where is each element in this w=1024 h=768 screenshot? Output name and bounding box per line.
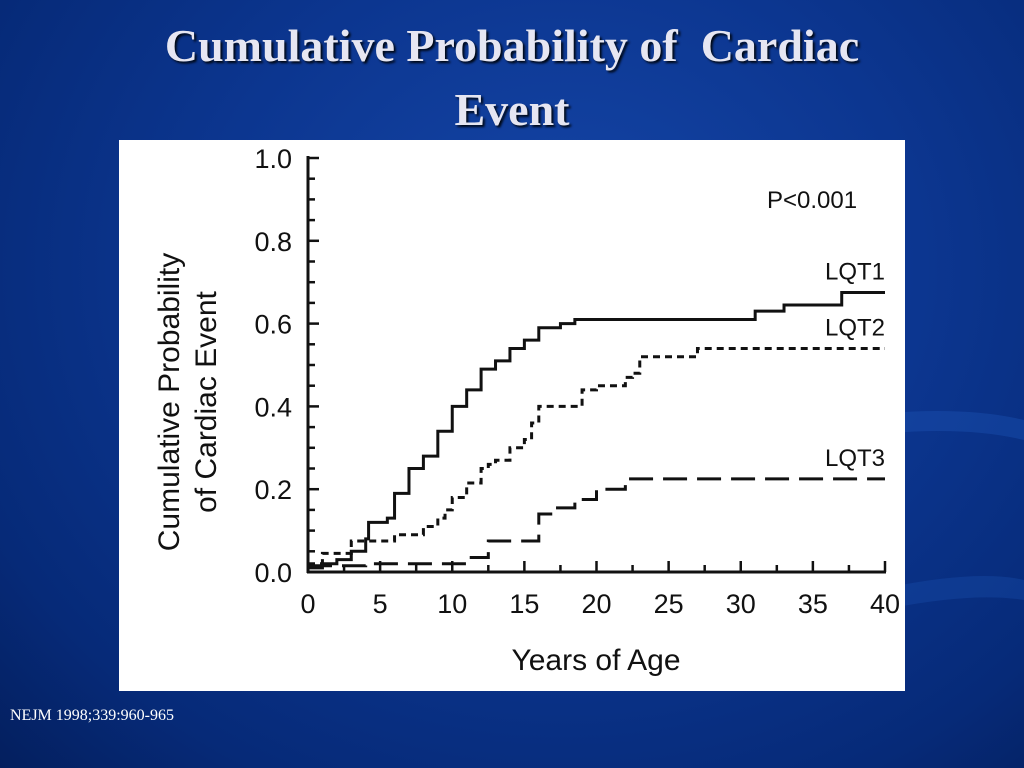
x-tick-label: 35 xyxy=(798,589,828,619)
series-label-lqt3: LQT3 xyxy=(825,445,885,472)
y-tick-label: 0.0 xyxy=(254,558,292,588)
x-tick-label: 5 xyxy=(373,589,388,619)
x-tick-label: 30 xyxy=(726,589,756,619)
y-axis-label: Cumulative Probability of Cardiac Event xyxy=(153,253,223,551)
citation: NEJM 1998;339:960-965 xyxy=(10,707,174,724)
y-tick-label: 0.4 xyxy=(254,392,292,422)
x-tick-label: 40 xyxy=(870,589,900,619)
p-value-annotation: P<0.001 xyxy=(767,187,857,214)
y-axis-label-line2: of Cardiac Event xyxy=(190,290,223,512)
series-layer: LQT1 LQT2 LQT3 xyxy=(308,259,885,570)
x-tick-label: 0 xyxy=(300,589,315,619)
y-tick-label: 1.0 xyxy=(254,144,292,174)
axes: 0.0 0.2 0.4 0.6 0.8 1.0 0 5 10 15 20 25 30 35 40 xyxy=(254,144,900,619)
slide-title-line1: Cumulative Probability of Cardiac xyxy=(164,20,860,71)
series-line-lqt3 xyxy=(308,477,885,568)
y-axis-label-line1: Cumulative Probability xyxy=(153,253,186,551)
chart-panel: Cumulative Probability of Cardiac Event … xyxy=(119,140,905,691)
x-tick-label: 20 xyxy=(581,589,611,619)
x-tick-label: 10 xyxy=(437,589,467,619)
series-label-lqt1: LQT1 xyxy=(825,259,885,286)
x-tick-label: 25 xyxy=(654,589,684,619)
slide-title: Cumulative Probability of Cardiac Event xyxy=(0,14,1024,142)
x-tick-label: 15 xyxy=(509,589,539,619)
series-line-lqt1 xyxy=(308,291,885,570)
y-tick-label: 0.6 xyxy=(254,310,292,340)
x-axis-label: Years of Age xyxy=(511,644,680,677)
series-line-lqt2 xyxy=(308,346,885,566)
y-tick-label: 0.2 xyxy=(254,475,292,505)
series-label-lqt2: LQT2 xyxy=(825,314,885,341)
y-tick-label: 0.8 xyxy=(254,227,292,257)
slide-title-line2: Event xyxy=(454,84,570,135)
survival-chart: Cumulative Probability of Cardiac Event … xyxy=(153,144,900,677)
